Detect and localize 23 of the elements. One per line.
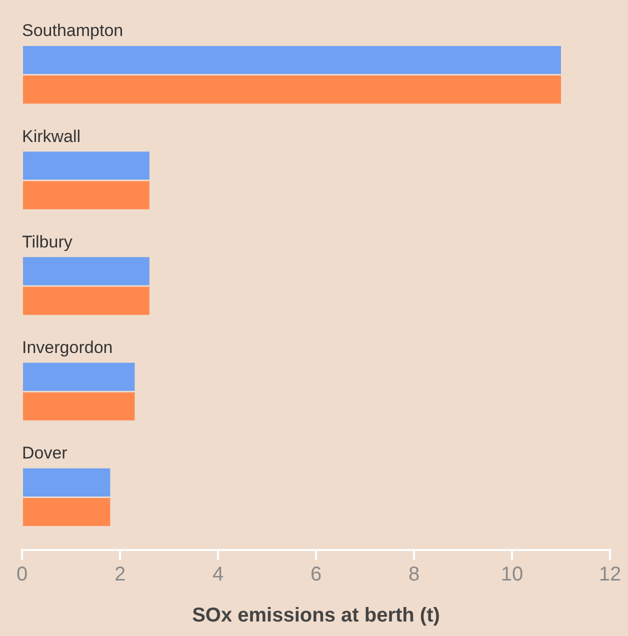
x-tick-label: 6: [310, 564, 322, 586]
y-tick-label: Kirkwall: [22, 126, 81, 146]
y-tick-label: Invergordon: [22, 338, 113, 357]
bar: [23, 392, 135, 420]
x-tick-label: 0: [16, 564, 28, 586]
y-tick-label: Southampton: [22, 21, 124, 40]
x-tick-label: 8: [408, 564, 420, 586]
x-axis-title: SOx emissions at berth (t): [192, 604, 440, 627]
bar: [23, 468, 110, 496]
y-tick-label: Tilbury: [22, 232, 73, 252]
bar: [23, 257, 150, 286]
x-tick-label: 4: [212, 564, 224, 586]
x-tick-label: 12: [598, 564, 622, 586]
bar: [23, 46, 561, 74]
y-tick-label: Dover: [22, 444, 68, 463]
bar: [23, 498, 110, 526]
bar: [23, 152, 150, 180]
bar: [23, 181, 150, 210]
x-tick-label: 2: [114, 564, 126, 586]
x-tick-label: 10: [500, 564, 524, 586]
bar: [23, 286, 150, 315]
bar: [23, 76, 561, 104]
bar: [23, 362, 135, 391]
